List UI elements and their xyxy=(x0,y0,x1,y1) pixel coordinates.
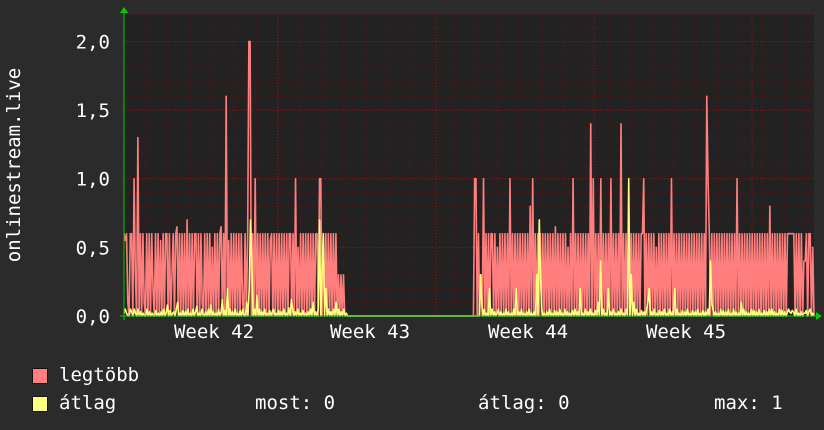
legend-label-atlag: átlag xyxy=(59,392,117,414)
legend-item-atlag: átlag most: 0 átlag: 0 max: 1 xyxy=(32,392,812,414)
stat-avg-label: átlag: xyxy=(478,392,547,414)
y-axis-arrow-icon xyxy=(120,7,128,13)
x-tick-labels: Week 42 Week 43 Week 44 Week 45 xyxy=(174,321,726,343)
x-axis-arrow-icon xyxy=(816,312,822,320)
y-tick-label: 0,0 xyxy=(76,306,110,328)
grid xyxy=(124,13,814,316)
stat-avg: átlag: 0 xyxy=(478,392,570,414)
stat-max-value: 1 xyxy=(771,392,783,414)
chart-area: 0,00,51,01,52,0 Week 42 Week 43 Week 44 Wee… xyxy=(3,7,822,343)
x-tick-label: Week 45 xyxy=(646,321,726,343)
legend-swatch-atlag xyxy=(32,396,48,412)
stat-now-value: 0 xyxy=(323,392,336,414)
axes xyxy=(120,7,822,320)
stat-max: max: 1 xyxy=(714,392,783,414)
y-tick-label: 0,5 xyxy=(76,237,110,259)
y-axis-label: onlinestream.live xyxy=(3,68,25,262)
x-tick-label: Week 42 xyxy=(174,321,254,343)
y-tick-label: 2,0 xyxy=(76,31,110,53)
stat-now-label: most: xyxy=(255,392,313,414)
x-tick-label: Week 44 xyxy=(488,321,568,343)
y-tick-label: 1,0 xyxy=(76,169,110,191)
stat-max-label: max: xyxy=(714,392,760,414)
y-tick-labels: 0,0 0,5 1,0 1,5 2,0 xyxy=(76,31,110,328)
stat-now: most: 0 xyxy=(255,392,335,414)
stat-avg-value: 0 xyxy=(558,392,570,414)
x-tick-label: Week 43 xyxy=(330,321,410,343)
y-tick-label: 1,5 xyxy=(76,100,110,122)
legend-swatch-legtobb xyxy=(32,368,48,384)
legend-label-legtobb: legtöbb xyxy=(59,364,140,386)
